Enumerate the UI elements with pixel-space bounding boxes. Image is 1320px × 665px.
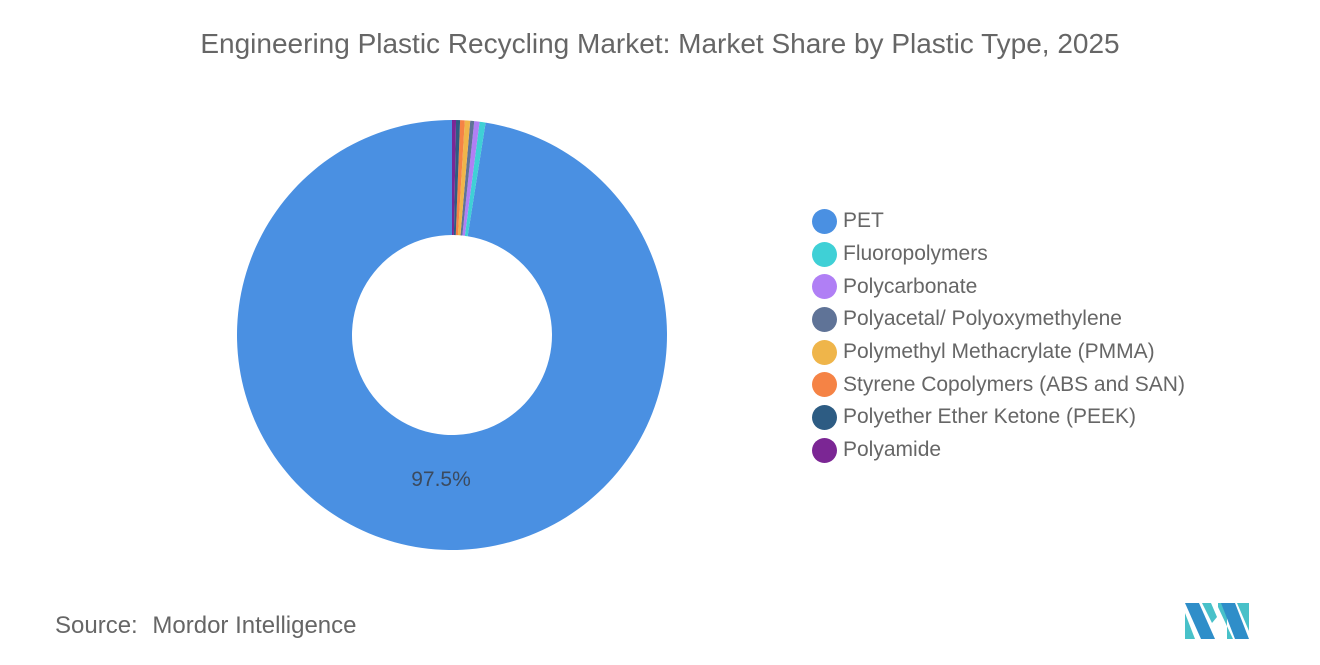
legend-label: Styrene Copolymers (ABS and SAN) (843, 372, 1185, 396)
legend: PET Fluoropolymers Polycarbonate Polyacetal… (812, 205, 1185, 467)
slice-pet (237, 120, 668, 550)
legend-swatch-icon (812, 339, 837, 365)
legend-item: Polycarbonate (812, 270, 1185, 303)
slice-polyacetal-polyoxymethylene (460, 120, 475, 236)
legend-label: Polyamide (843, 438, 942, 462)
legend-swatch-icon (812, 208, 837, 234)
slice-polycarbonate (462, 121, 480, 236)
legend-label: Polymethyl Methacrylate (PMMA) (843, 340, 1155, 364)
data-label-pet: 97.5% (411, 468, 471, 491)
legend-label: Polyacetal/ Polyoxymethylene (843, 307, 1122, 331)
legend-label: Polyether Ether Ketone (PEEK) (843, 405, 1136, 429)
legend-swatch-icon (812, 241, 837, 267)
slice-polymethyl-methacrylate-pmma (457, 120, 471, 236)
legend-item: Polyamide (812, 434, 1185, 467)
legend-swatch-icon (812, 306, 837, 332)
source-note: Source: Mordor Intelligence (55, 612, 357, 640)
source-value: Mordor Intelligence (152, 612, 357, 639)
legend-item: PET (812, 205, 1185, 238)
legend-swatch-icon (812, 274, 837, 300)
donut-slices (237, 120, 668, 550)
legend-item: Styrene Copolymers (ABS and SAN) (812, 368, 1185, 401)
legend-label: PET (843, 209, 884, 233)
legend-swatch-icon (812, 404, 837, 430)
slice-fluoropolymers (464, 121, 486, 237)
legend-label: Fluoropolymers (843, 242, 988, 266)
legend-swatch-icon (812, 437, 837, 463)
legend-item: Polyether Ether Ketone (PEEK) (812, 401, 1185, 434)
source-label: Source: (55, 612, 138, 639)
slice-styrene-copolymers-abs-and-san (455, 120, 465, 236)
legend-item: Polyacetal/ Polyoxymethylene (812, 303, 1185, 336)
legend-label: Polycarbonate (843, 274, 978, 298)
mordor-intelligence-logo (1185, 603, 1249, 639)
legend-item: Polymethyl Methacrylate (PMMA) (812, 336, 1185, 369)
legend-item: Fluoropolymers (812, 238, 1185, 271)
legend-swatch-icon (812, 372, 837, 398)
slice-polyamide (452, 120, 457, 236)
slice-polyether-ether-ketone-peek (453, 120, 461, 236)
chart-title: Engineering Plastic Recycling Market: Ma… (200, 28, 1120, 59)
